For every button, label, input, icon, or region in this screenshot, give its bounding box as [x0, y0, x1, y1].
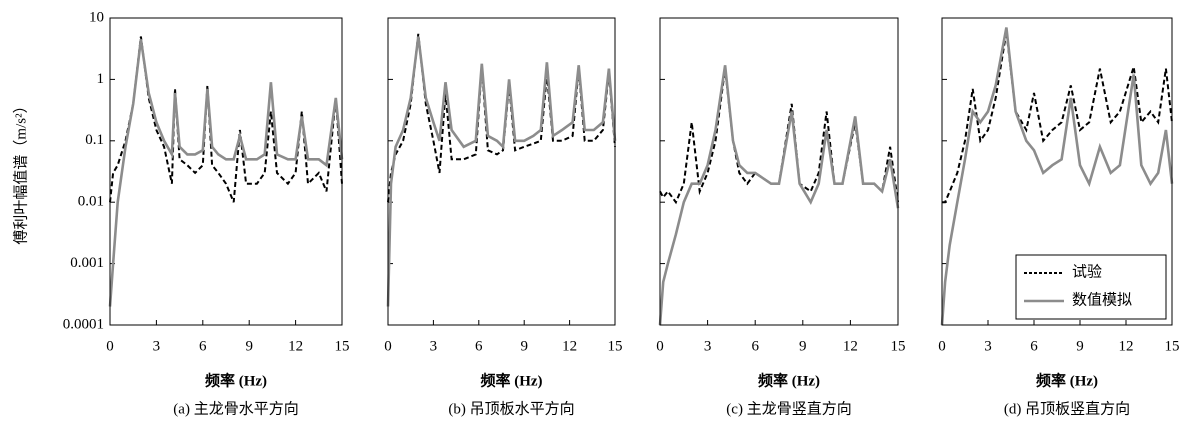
y-tick-label: 0.1: [85, 132, 104, 148]
plot-frame: [387, 17, 616, 326]
data-line: [940, 27, 1174, 326]
x-axis-label: 频率 (Hz): [480, 371, 542, 389]
x-axis-label: 频率 (Hz): [758, 371, 820, 389]
legend-label: 试验: [1072, 263, 1102, 280]
y-axis-label: 傅利叶幅值谱（m/s²）: [12, 98, 29, 244]
x-tick-label: 0: [106, 338, 114, 354]
data-line: [386, 36, 617, 307]
x-tick-label: 6: [475, 338, 483, 354]
x-tick-label: 0: [384, 338, 392, 354]
x-tick-label: 3: [704, 338, 712, 354]
x-tick-label: 6: [199, 338, 207, 354]
x-tick-label: 0: [938, 338, 946, 354]
x-tick-label: 12: [1119, 338, 1134, 354]
x-tick-label: 9: [799, 338, 807, 354]
x-tick-label: 12: [843, 338, 858, 354]
subplot-title: (b) 吊顶板水平方向: [448, 399, 574, 417]
y-tick-label: 0.01: [78, 194, 104, 210]
x-tick-label: 15: [335, 338, 350, 354]
subplot-title: (a) 主龙骨水平方向: [173, 400, 298, 417]
data-line: [658, 65, 900, 326]
x-tick-label: 3: [430, 338, 438, 354]
data-line: [942, 31, 1173, 204]
y-tick-label: 0.001: [70, 255, 104, 271]
x-axis-label: 频率 (Hz): [1036, 371, 1098, 389]
x-tick-label: 6: [1030, 338, 1038, 354]
y-tick-label: 10: [89, 9, 104, 25]
x-tick-label: 15: [891, 338, 906, 354]
x-tick-label: 12: [562, 338, 577, 354]
legend-label: 数值模拟: [1072, 291, 1132, 308]
x-tick-label: 15: [1165, 338, 1180, 354]
legend-box: [1015, 254, 1167, 320]
subplot-title: (d) 吊顶板竖直方向: [1004, 399, 1130, 417]
x-tick-label: 9: [1076, 338, 1084, 354]
y-tick-label: 1: [97, 71, 105, 87]
x-axis-label: 频率 (Hz): [205, 371, 267, 389]
x-tick-label: 12: [288, 338, 303, 354]
x-tick-label: 9: [520, 338, 528, 354]
plot-frame: [659, 17, 899, 326]
x-tick-label: 0: [656, 338, 664, 354]
subplot-title: (c) 主龙骨竖直方向: [726, 400, 851, 417]
y-tick-label: 0.0001: [63, 316, 104, 332]
plot-frame: [109, 17, 343, 326]
plot-frame: [941, 17, 1173, 326]
x-tick-label: 3: [153, 338, 161, 354]
data-line: [108, 39, 344, 307]
x-tick-label: 3: [984, 338, 992, 354]
x-tick-label: 9: [245, 338, 253, 354]
x-tick-label: 15: [608, 338, 623, 354]
x-tick-label: 6: [751, 338, 759, 354]
